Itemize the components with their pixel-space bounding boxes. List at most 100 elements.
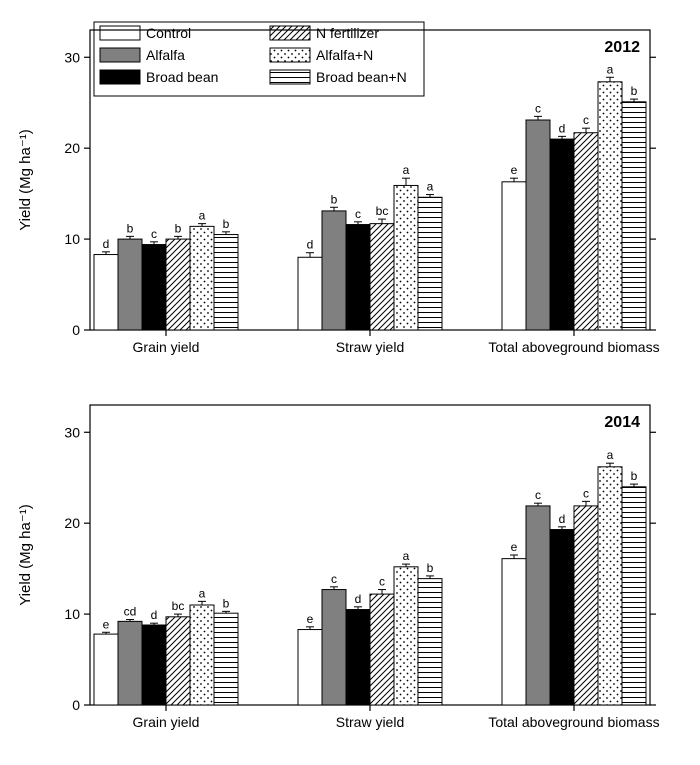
sig-label: c — [535, 101, 541, 115]
ytick-label: 10 — [64, 231, 80, 247]
sig-label: a — [427, 180, 434, 194]
bar-nfert — [574, 506, 598, 705]
sig-label: a — [403, 163, 410, 177]
category-label: Grain yield — [133, 339, 200, 355]
sig-label: b — [175, 221, 182, 235]
sig-label: c — [535, 488, 541, 502]
ytick-label: 30 — [64, 49, 80, 65]
sig-label: c — [583, 113, 589, 127]
sig-label: a — [199, 209, 206, 223]
bar-nfert — [166, 617, 190, 705]
sig-label: b — [427, 561, 434, 575]
bar-alfalfaN — [394, 185, 418, 330]
legend-label-control: Control — [146, 25, 191, 41]
bar-alfalfa — [322, 211, 346, 330]
bar-broadbean — [142, 245, 166, 330]
bar-alfalfa — [322, 590, 346, 705]
sig-label: b — [223, 596, 230, 610]
bar-broadbeanN — [214, 613, 238, 705]
sig-label: e — [511, 163, 518, 177]
ytick-label: 0 — [72, 697, 80, 713]
sig-label: c — [379, 575, 385, 589]
bar-broadbean — [550, 530, 574, 705]
sig-label: b — [331, 192, 338, 206]
bar-broadbean — [346, 610, 370, 705]
bar-control — [298, 630, 322, 705]
bar-alfalfaN — [598, 82, 622, 330]
category-label: Total aboveground biomass — [488, 714, 659, 730]
bar-nfert — [574, 133, 598, 330]
bar-nfert — [370, 224, 394, 330]
sig-label: a — [607, 448, 614, 462]
sig-label: e — [307, 612, 314, 626]
sig-label: d — [151, 608, 158, 622]
legend-swatch-broadbean — [100, 70, 140, 84]
year-label-2014: 2014 — [604, 414, 640, 431]
bar-alfalfaN — [190, 605, 214, 705]
ytick-label: 30 — [64, 424, 80, 440]
sig-label: d — [559, 512, 566, 526]
ytick-label: 20 — [64, 515, 80, 531]
legend-swatch-alfalfa — [100, 48, 140, 62]
bar-broadbeanN — [418, 579, 442, 705]
bar-broadbeanN — [622, 487, 646, 705]
sig-label: a — [607, 62, 614, 76]
bar-alfalfaN — [190, 226, 214, 330]
legend-swatch-broadbeanN — [270, 70, 310, 84]
sig-label: b — [631, 84, 638, 98]
legend: Control Alfalfa Broad bean N fertilizer Alfa… — [94, 22, 424, 96]
legend-label-nfert: N fertilizer — [316, 25, 379, 41]
sig-label: d — [307, 238, 314, 252]
bar-alfalfa — [526, 506, 550, 705]
category-label: Straw yield — [336, 339, 404, 355]
y-axis-label: Yield (Mg ha⁻¹) — [17, 504, 34, 606]
legend-swatch-alfalfaN — [270, 48, 310, 62]
bar-alfalfa — [118, 621, 142, 705]
legend-label-broadbeanN: Broad bean+N — [316, 69, 407, 85]
category-label: Total aboveground biomass — [488, 339, 659, 355]
ytick-label: 20 — [64, 140, 80, 156]
bar-broadbean — [142, 625, 166, 705]
chart-svg: Control Alfalfa Broad bean N fertilizer Alfa… — [0, 0, 700, 765]
panel-2014: 0 10 20 30 Yield (Mg ha⁻¹) 2014 Grain yield e c d… — [17, 405, 660, 730]
sig-label: a — [403, 549, 410, 563]
bar-nfert — [166, 239, 190, 330]
bar-control — [94, 634, 118, 705]
bar-alfalfa — [118, 239, 142, 330]
bar-control — [502, 182, 526, 330]
bar-alfalfaN — [394, 567, 418, 705]
legend-label-alfalfaN: Alfalfa+N — [316, 47, 373, 63]
legend-swatch-nfert — [270, 26, 310, 40]
bar-nfert — [370, 594, 394, 705]
sig-label: c — [151, 227, 157, 241]
sig-label: b — [127, 221, 134, 235]
sig-label: bc — [376, 204, 389, 218]
bar-broadbeanN — [214, 235, 238, 330]
bar-control — [298, 257, 322, 330]
legend-label-broadbean: Broad bean — [146, 69, 218, 85]
ytick-label: 10 — [64, 606, 80, 622]
category-label: Grain yield — [133, 714, 200, 730]
sig-label: c — [331, 572, 337, 586]
legend-label-alfalfa: Alfalfa — [146, 47, 185, 63]
bar-alfalfa — [526, 120, 550, 330]
sig-label: a — [199, 586, 206, 600]
category-label: Straw yield — [336, 714, 404, 730]
sig-label: e — [511, 540, 518, 554]
year-label-2012: 2012 — [604, 39, 640, 56]
sig-label: c — [583, 486, 589, 500]
bar-alfalfaN — [598, 467, 622, 705]
sig-label: e — [103, 617, 110, 631]
sig-label: bc — [172, 599, 185, 613]
sig-label: b — [223, 217, 230, 231]
bar-broadbean — [550, 139, 574, 330]
y-axis-label: Yield (Mg ha⁻¹) — [17, 129, 34, 231]
sig-label: d — [559, 121, 566, 135]
sig-label: d — [103, 237, 110, 251]
bar-control — [502, 559, 526, 705]
ytick-label: 0 — [72, 322, 80, 338]
sig-label: d — [355, 592, 362, 606]
bar-control — [94, 255, 118, 330]
sig-label: c — [355, 207, 361, 221]
chart-container: Control Alfalfa Broad bean N fertilizer Alfa… — [0, 0, 700, 765]
